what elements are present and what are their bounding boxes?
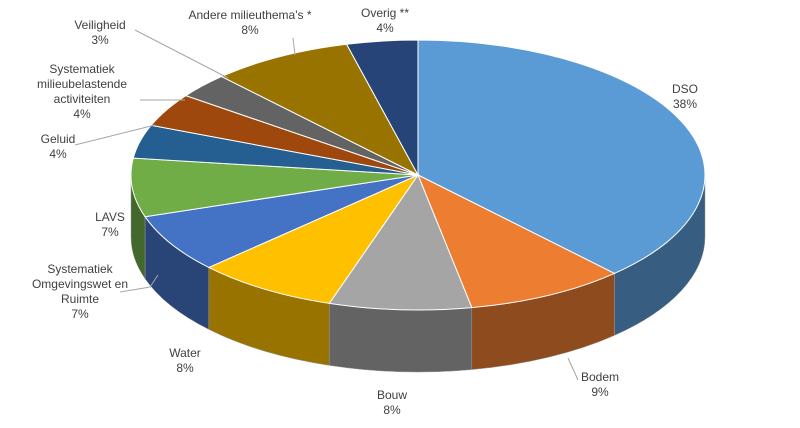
data-label: Bodem 9% xyxy=(570,370,630,400)
label-value: 8% xyxy=(241,23,259,37)
label-name: Systematiek milieubelastende activiteite… xyxy=(36,62,128,106)
label-value: 8% xyxy=(383,403,401,417)
pie-tops xyxy=(130,39,706,311)
label-name: DSO xyxy=(671,82,698,96)
pie-slice xyxy=(130,157,419,218)
pie-slice xyxy=(220,43,420,177)
label-value: 9% xyxy=(591,385,609,399)
data-label: Systematiek Omgevingswet en Ruimte 7% xyxy=(25,262,135,322)
label-name: Bouw xyxy=(376,388,408,402)
label-value: 38% xyxy=(672,97,698,111)
leader-line xyxy=(134,29,229,79)
leader-line xyxy=(567,357,579,381)
pie-slice xyxy=(417,173,616,309)
label-value: 4% xyxy=(376,21,394,35)
data-label: DSO 38% xyxy=(655,82,715,112)
pie-slice xyxy=(345,39,419,176)
label-value: 4% xyxy=(49,147,67,161)
label-name: Bodem xyxy=(580,370,620,384)
label-name: Veiligheid xyxy=(74,18,126,32)
label-name: Andere milieuthema's * xyxy=(188,8,312,22)
label-value: 7% xyxy=(101,225,119,239)
data-label: LAVS 7% xyxy=(80,210,140,240)
label-name: Geluid xyxy=(40,132,76,146)
pie-slice xyxy=(144,174,419,268)
data-label: Water 8% xyxy=(155,346,215,376)
data-label: Andere milieuthema's * 8% xyxy=(170,8,330,38)
label-value: 7% xyxy=(71,307,89,321)
label-name: Systematiek Omgevingswet en Ruimte xyxy=(31,262,129,306)
label-name: LAVS xyxy=(95,210,125,224)
pie-slice-side xyxy=(329,303,473,373)
label-name: Overig ** xyxy=(360,6,410,20)
pie-slice xyxy=(207,173,420,304)
label-value: 8% xyxy=(176,361,194,375)
data-label: Systematiek milieubelastende activiteite… xyxy=(27,62,137,122)
data-label: Bouw 8% xyxy=(362,388,422,418)
pie-slice xyxy=(417,39,706,274)
label-name: Water xyxy=(169,346,201,360)
label-value: 4% xyxy=(73,107,91,121)
data-label: Geluid 4% xyxy=(28,132,88,162)
data-label: Veiligheid 3% xyxy=(60,18,140,48)
leader-line xyxy=(74,124,156,146)
leader-line xyxy=(292,37,296,56)
label-value: 3% xyxy=(91,33,109,47)
pie-slice xyxy=(328,173,473,311)
leader-lines xyxy=(74,29,579,381)
leader-line xyxy=(119,274,159,293)
data-label: Overig ** 4% xyxy=(345,6,425,36)
